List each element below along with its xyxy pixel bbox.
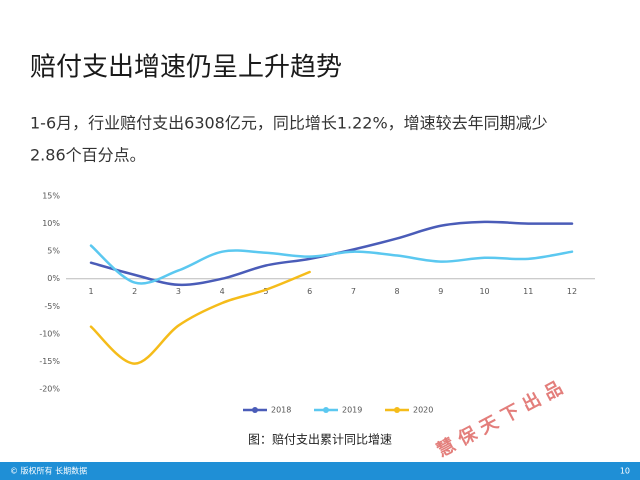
y-tick-label: 15% [42, 192, 60, 201]
legend-label: 2020 [413, 406, 433, 415]
x-tick-label: 6 [307, 287, 312, 296]
legend-marker [252, 407, 258, 413]
x-tick-label: 12 [567, 287, 577, 296]
x-tick-label: 3 [176, 287, 181, 296]
body-text: 2.86个百分点。 [30, 146, 146, 165]
x-tick-label: 1 [88, 287, 93, 296]
y-tick-label: -15% [39, 357, 60, 366]
y-tick-label: -20% [39, 385, 60, 394]
legend-label: 2019 [342, 406, 362, 415]
legend-label: 2018 [271, 406, 291, 415]
watermark: 慧 保 天 下 出 品 [433, 377, 566, 462]
y-tick-label: 10% [42, 219, 60, 228]
legend-marker [323, 407, 329, 413]
chart: -20%-15%-10%-5%0%5%10%15%1 2 3 4 5 6 7 8 9 10 11 12… [39, 192, 595, 415]
y-tick-label: -5% [44, 302, 60, 311]
x-tick-label: 10 [479, 287, 489, 296]
legend-marker [394, 407, 400, 413]
y-tick-label: 0% [47, 274, 60, 283]
x-tick-label: 9 [438, 287, 443, 296]
x-tick-label: 5 [263, 287, 268, 296]
slide-title: 赔付支出增速仍呈上升趋势 [30, 53, 342, 83]
x-tick-label: 7 [351, 287, 356, 296]
series-line [89, 270, 311, 365]
page-number: 10 [620, 467, 630, 476]
chart-caption: 图：赔付支出累计同比增速 [248, 432, 392, 447]
footer-copyright: © 版权所有 长期数据 [10, 466, 87, 476]
footer-bar [0, 462, 640, 480]
x-tick-label: 2 [132, 287, 137, 296]
x-tick-label: 8 [395, 287, 400, 296]
body-text: 1-6月，行业赔付支出6308亿元，同比增长1.22%，增速较去年同期减少 [30, 114, 548, 133]
y-tick-label: -10% [39, 329, 60, 338]
y-tick-label: 5% [47, 247, 60, 256]
series-line [89, 244, 574, 285]
x-tick-label: 4 [220, 287, 225, 296]
x-tick-label: 11 [523, 287, 533, 296]
